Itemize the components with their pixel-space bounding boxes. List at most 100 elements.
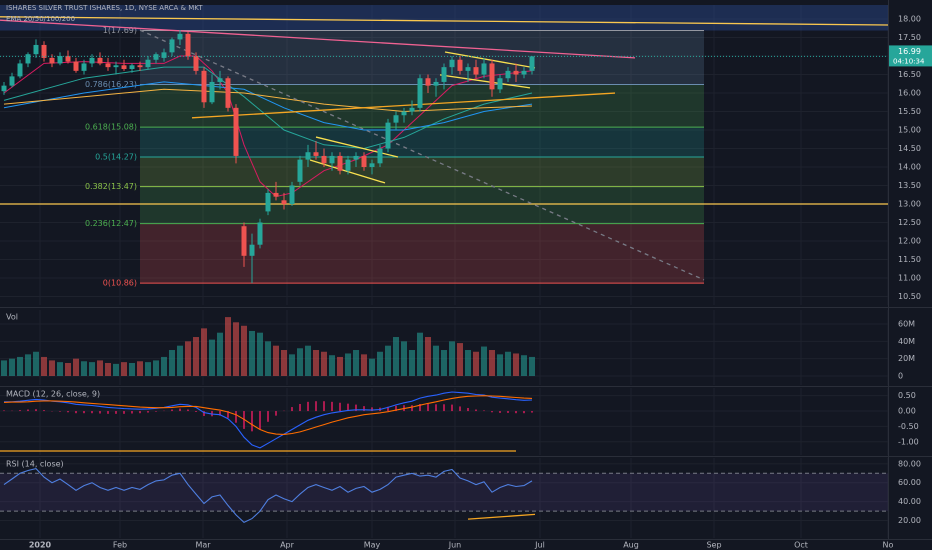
macd-histogram-bar bbox=[147, 411, 149, 413]
y-tick-label: 11.00 bbox=[898, 273, 921, 282]
y-tick-label: 60M bbox=[898, 320, 915, 329]
volume-bar bbox=[377, 351, 383, 376]
candle-body bbox=[97, 57, 103, 64]
candle-body bbox=[217, 78, 223, 82]
macd-histogram-bar bbox=[139, 411, 141, 414]
macd-histogram-bar bbox=[331, 401, 333, 412]
trend-line bbox=[0, 16, 889, 26]
fib-label: 0.236(12.47) bbox=[85, 219, 137, 228]
y-tick-label: 20M bbox=[898, 354, 915, 363]
candle-body bbox=[185, 33, 191, 57]
volume-bar bbox=[481, 346, 487, 376]
ema-line bbox=[3, 66, 533, 150]
ema-line bbox=[3, 55, 533, 198]
candle-body bbox=[233, 107, 239, 156]
macd-histogram-bar bbox=[235, 411, 237, 423]
volume-bar bbox=[57, 362, 63, 376]
volume-bar bbox=[497, 354, 503, 376]
panel-title: MACD (12, 26, close, 9) bbox=[6, 390, 100, 399]
candle-body bbox=[473, 67, 479, 75]
candle-body bbox=[193, 56, 199, 71]
y-tick-label: 12.50 bbox=[898, 218, 921, 227]
panel-title: RSI (14, close) bbox=[6, 460, 64, 469]
volume-bar bbox=[1, 360, 7, 376]
candle-body bbox=[481, 63, 487, 75]
fib-label: 0(10.86) bbox=[103, 279, 137, 288]
y-tick-label: 11.50 bbox=[898, 255, 921, 264]
volume-bar bbox=[441, 350, 447, 376]
volume-bar bbox=[201, 328, 207, 376]
fib-label: 0.786(16.23) bbox=[85, 80, 137, 89]
macd-histogram-bar bbox=[299, 403, 301, 412]
volume-bar bbox=[153, 360, 159, 376]
macd-histogram-bar bbox=[203, 411, 205, 416]
candle-body bbox=[281, 200, 287, 205]
candle-body bbox=[409, 107, 415, 112]
candle-body bbox=[73, 61, 79, 71]
y-tick-label: 20.00 bbox=[898, 516, 921, 525]
candle-body bbox=[441, 67, 447, 82]
trend-line bbox=[315, 136, 399, 158]
volume-bar bbox=[113, 363, 119, 376]
y-tick-label: 80.00 bbox=[898, 459, 921, 468]
macd-histogram-bar bbox=[315, 401, 317, 412]
volume-bar bbox=[17, 356, 23, 376]
volume-bar bbox=[321, 351, 327, 376]
candle-body bbox=[81, 63, 87, 71]
fib-label: 0.618(15.08) bbox=[85, 123, 137, 132]
macd-histogram-bar bbox=[219, 411, 221, 416]
y-tick-label: 15.00 bbox=[898, 126, 921, 135]
volume-bar bbox=[433, 345, 439, 376]
macd-histogram-bar bbox=[3, 410, 5, 412]
candle-body bbox=[225, 78, 231, 108]
macd-histogram-bar bbox=[339, 402, 341, 412]
candle-body bbox=[145, 59, 151, 68]
macd-histogram-bar bbox=[115, 411, 117, 414]
macd-histogram-bar bbox=[507, 411, 509, 413]
panel-title: Vol bbox=[6, 313, 18, 322]
volume-bar bbox=[161, 356, 167, 376]
volume-bar bbox=[249, 330, 255, 376]
candle-body bbox=[457, 59, 463, 71]
volume-bar bbox=[409, 350, 415, 376]
candle-body bbox=[249, 244, 255, 256]
macd-histogram-bar bbox=[251, 411, 253, 432]
volume-bar bbox=[305, 345, 311, 376]
macd-histogram-bar bbox=[515, 411, 517, 414]
macd-histogram-bar bbox=[347, 403, 349, 412]
macd-histogram-bar bbox=[43, 410, 45, 412]
volume-bar bbox=[209, 339, 215, 376]
candle-body bbox=[505, 70, 511, 79]
volume-bar bbox=[297, 348, 303, 376]
y-tick-label: 15.50 bbox=[898, 107, 921, 116]
macd-histogram-bar bbox=[459, 406, 461, 412]
x-tick-label: Apr bbox=[280, 541, 295, 550]
candle-body bbox=[1, 85, 7, 92]
macd-histogram-bar bbox=[195, 411, 197, 412]
candle-body bbox=[89, 57, 95, 64]
volume-bar bbox=[281, 350, 287, 376]
x-tick-label: May bbox=[364, 541, 381, 550]
macd-histogram-bar bbox=[435, 404, 437, 412]
volume-bar bbox=[225, 317, 231, 376]
fib-zone bbox=[140, 127, 704, 158]
candle-body bbox=[385, 122, 391, 149]
macd-histogram-bar bbox=[91, 411, 93, 414]
candle-body bbox=[521, 70, 527, 75]
fib-zone bbox=[140, 30, 704, 85]
x-tick-label: Aug bbox=[623, 541, 639, 550]
volume-bar bbox=[345, 353, 351, 376]
trend-line bbox=[139, 29, 705, 281]
volume-bar bbox=[417, 332, 423, 376]
macd-histogram-bar bbox=[419, 403, 421, 412]
macd-histogram-bar bbox=[291, 407, 293, 412]
macd-histogram-bar bbox=[67, 411, 69, 413]
macd-histogram-bar bbox=[243, 411, 245, 429]
candle-body bbox=[337, 155, 343, 171]
volume-bar bbox=[401, 341, 407, 376]
ema-line bbox=[3, 88, 533, 113]
candle-body bbox=[465, 67, 471, 71]
volume-bar bbox=[257, 332, 263, 376]
